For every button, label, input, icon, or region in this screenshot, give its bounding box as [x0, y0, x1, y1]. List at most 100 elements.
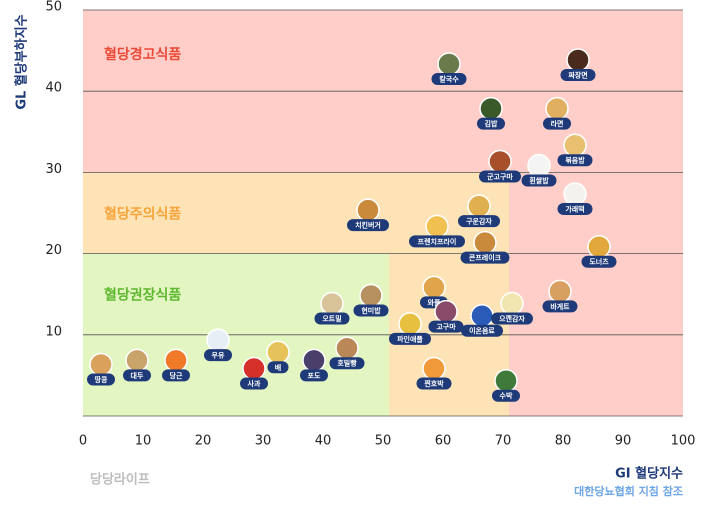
- point-label: 가래떡: [565, 204, 584, 213]
- point-label: 흰쌀밥: [529, 176, 549, 185]
- point-label: 콘프레이크: [469, 253, 502, 262]
- food-icon: [242, 356, 266, 381]
- point-label: 고구마: [436, 322, 456, 331]
- food-icon: [89, 352, 113, 377]
- food-icon: [356, 198, 380, 222]
- y-axis-label: GL 혈당부하지수: [14, 14, 30, 109]
- x-tick-label: 50: [375, 434, 392, 449]
- point-label: 우유: [212, 351, 225, 360]
- point-label: 대두: [131, 371, 144, 380]
- point: [87, 373, 115, 386]
- point: [492, 389, 520, 402]
- x-tick-label: 10: [135, 434, 152, 449]
- point: [557, 202, 593, 215]
- food-icon: [398, 312, 422, 336]
- x-tick-label: 80: [555, 434, 572, 449]
- point-label: 수박: [500, 391, 513, 400]
- point: [491, 312, 533, 325]
- point: [542, 300, 578, 313]
- point-label: 바게트: [550, 302, 570, 311]
- point: [416, 377, 452, 390]
- point-label: 칼국수: [439, 75, 459, 84]
- food-icon: [125, 348, 149, 373]
- point: [431, 73, 467, 86]
- point-label: 오트밀: [322, 314, 341, 323]
- point: [204, 349, 232, 362]
- food-icon: [488, 149, 512, 174]
- point-label: 파인애플: [397, 334, 423, 343]
- grid: 10 20 30 40 50 0 10 20 30 40 50 60 70 80 90 100: [45, 0, 695, 449]
- zone-label: 혈당경고식품: [104, 46, 181, 63]
- point: [477, 117, 505, 130]
- food-icon: [437, 52, 461, 76]
- point: [347, 219, 389, 232]
- food-icon: [587, 234, 611, 259]
- point: [353, 304, 389, 317]
- food-icon: [527, 153, 551, 178]
- food-icon: [434, 299, 458, 324]
- point: [428, 320, 464, 333]
- point: [123, 369, 151, 382]
- food-icon: [566, 48, 590, 72]
- point-label: 현미밥: [361, 306, 381, 315]
- point: [329, 357, 365, 370]
- food-icon: [266, 340, 290, 365]
- point: [409, 235, 465, 248]
- x-tick-label: 100: [671, 434, 696, 449]
- food-icon: [206, 328, 230, 352]
- x-tick-label: 90: [615, 434, 632, 449]
- point: [458, 215, 500, 228]
- food-icon: [422, 275, 446, 300]
- brand: 당당라이프: [90, 472, 150, 488]
- food-icon: [335, 336, 359, 360]
- point: [300, 369, 328, 382]
- point-label: 배: [275, 363, 281, 372]
- x-tick-label: 0: [79, 434, 87, 449]
- point-label: 포도: [308, 372, 321, 380]
- food-icon: [164, 348, 188, 373]
- point-label: 찐호박: [424, 379, 444, 388]
- point: [521, 174, 557, 187]
- point-label: 도너츠: [589, 257, 609, 266]
- zone-label: 혈당권장식품: [104, 287, 181, 304]
- y-tick-label: 10: [45, 324, 62, 339]
- food-icon: [563, 133, 587, 157]
- point: [479, 170, 521, 183]
- food-icon: [470, 303, 494, 328]
- y-tick-label: 20: [45, 243, 62, 258]
- food-icon: [479, 96, 503, 121]
- point-label: 구운감자: [466, 217, 492, 226]
- food-icon: [548, 279, 572, 304]
- food-icon: [359, 283, 383, 308]
- zone-label: 혈당주의식품: [104, 205, 181, 222]
- x-tick-label: 60: [435, 434, 452, 449]
- point: [267, 361, 289, 374]
- point-label: 군고구마: [487, 172, 513, 181]
- food-icon: [302, 348, 326, 373]
- y-tick-label: 30: [45, 162, 62, 177]
- x-axis-label: GI 혈당지수: [615, 466, 683, 482]
- y-tick-label: 50: [45, 0, 62, 15]
- point: [314, 312, 350, 325]
- x-tick-label: 30: [255, 434, 272, 449]
- point-label: 이온음료: [469, 326, 495, 335]
- point-label: 볶음밥: [565, 156, 585, 165]
- food-icon: [422, 356, 446, 381]
- point-label: 김밥: [485, 119, 498, 128]
- food-icon: [563, 182, 587, 206]
- point-label: 당근: [170, 371, 183, 380]
- point: [389, 332, 431, 345]
- y-tick-label: 40: [45, 81, 62, 96]
- point-label: 와플: [428, 298, 441, 307]
- food-icon: [320, 291, 344, 316]
- point-label: 짜장면: [568, 70, 587, 79]
- point-label: 땅콩: [95, 375, 108, 384]
- x-tick-label: 70: [495, 434, 512, 449]
- point: [557, 154, 593, 167]
- food-icon: [545, 96, 569, 121]
- point: [560, 68, 596, 81]
- point-label: 치킨버거: [355, 221, 381, 230]
- food-icon: [494, 368, 518, 393]
